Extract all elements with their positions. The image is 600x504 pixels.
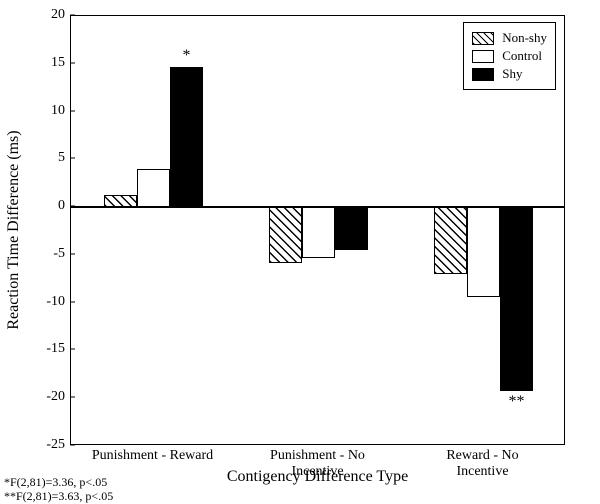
- bar-shy: [500, 207, 533, 390]
- legend-swatch: [472, 68, 494, 81]
- y-axis-title: Reaction Time Difference (ms): [5, 130, 23, 329]
- y-tick-label: -20: [46, 389, 65, 405]
- legend-swatch: [472, 32, 494, 45]
- footnote-2: **F(2,81)=3.63, p<.05: [4, 489, 113, 504]
- footnote-1: *F(2,81)=3.36, p<.05: [4, 475, 107, 490]
- y-tick-label: 10: [51, 103, 65, 119]
- bar-control: [467, 207, 500, 297]
- y-tick-label: 15: [51, 55, 65, 71]
- bar-control: [137, 169, 170, 207]
- y-tick-label: -15: [46, 341, 65, 357]
- legend-item: Shy: [472, 66, 547, 82]
- significance-marker: **: [509, 393, 525, 411]
- bar-shy: [335, 207, 368, 250]
- bar-nonshy: [104, 195, 137, 207]
- legend: Non-shy Control Shy: [463, 22, 556, 90]
- bar-nonshy: [434, 207, 467, 274]
- bar-shy: [170, 67, 203, 207]
- y-tick-label: 20: [51, 7, 65, 23]
- bar-control: [302, 207, 335, 258]
- legend-label: Non-shy: [502, 30, 547, 46]
- y-tick-label: -25: [46, 437, 65, 453]
- legend-item: Non-shy: [472, 30, 547, 46]
- x-tick-label: Punishment - NoIncentive: [235, 448, 400, 480]
- legend-swatch: [472, 50, 494, 63]
- plot-area: Non-shyControlShy ***: [70, 15, 565, 445]
- legend-label: Shy: [502, 66, 522, 82]
- y-tick-label: -5: [53, 246, 65, 262]
- x-tick-label: Punishment - Reward: [70, 448, 235, 464]
- legend-item: Control: [472, 48, 547, 64]
- legend-label: Control: [502, 48, 542, 64]
- bar-nonshy: [269, 207, 302, 262]
- y-tick-label: 5: [58, 150, 65, 166]
- significance-marker: *: [183, 47, 191, 65]
- x-tick-label: Reward - NoIncentive: [400, 448, 565, 480]
- y-tick-label: 0: [58, 198, 65, 214]
- y-tick-label: -10: [46, 294, 65, 310]
